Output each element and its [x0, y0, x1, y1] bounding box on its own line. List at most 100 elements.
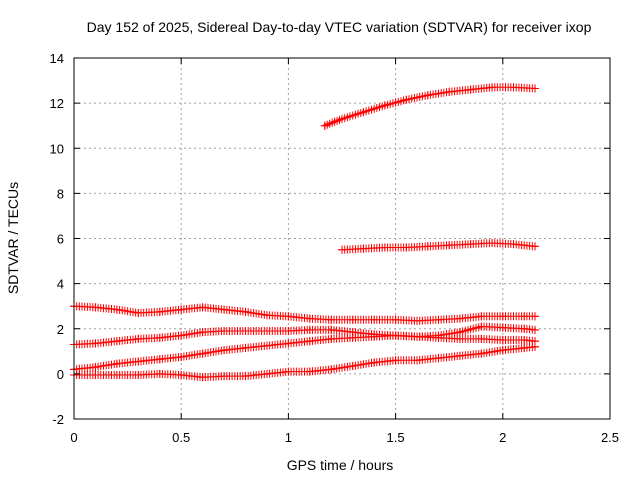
- axis-ticks: -2 0 2 4 6 8 10 12 14 0 0.5 1 1.5 2 2.5: [50, 51, 620, 445]
- data-point: [241, 372, 250, 381]
- x-tick-label: 1.5: [387, 430, 405, 445]
- data-point: [445, 241, 454, 250]
- data-point: [134, 357, 143, 366]
- data-point: [198, 303, 207, 312]
- data-point: [391, 356, 400, 365]
- data-point: [348, 333, 357, 342]
- data-point: [370, 332, 379, 341]
- data-point: [155, 307, 164, 316]
- data-point: [391, 331, 400, 340]
- data-point: [327, 365, 336, 374]
- data-point: [413, 316, 422, 325]
- data-point: [466, 85, 475, 94]
- data-point: [488, 239, 497, 248]
- data-point: [177, 305, 186, 314]
- data-markers: [70, 83, 539, 382]
- y-tick-label: 2: [57, 322, 64, 337]
- data-point: [498, 346, 507, 355]
- data-point: [112, 371, 121, 380]
- y-tick-label: 12: [50, 96, 64, 111]
- series-markers: [338, 239, 539, 254]
- data-point: [262, 327, 271, 336]
- data-point: [112, 305, 121, 314]
- data-point: [413, 332, 422, 341]
- data-point: [434, 354, 443, 363]
- data-point: [370, 315, 379, 324]
- y-tick-label: 4: [57, 277, 64, 292]
- y-tick-label: 10: [50, 141, 64, 156]
- data-point: [284, 312, 293, 321]
- y-tick-label: 8: [57, 186, 64, 201]
- data-point: [445, 87, 454, 96]
- data-point: [509, 240, 518, 249]
- data-point: [520, 343, 529, 352]
- data-point: [305, 337, 314, 346]
- x-axis-label: GPS time / hours: [287, 457, 394, 473]
- data-point: [434, 333, 443, 342]
- data-point: [391, 315, 400, 324]
- data-point: [220, 346, 229, 355]
- series-sat-d: [70, 322, 539, 349]
- data-point: [530, 242, 539, 251]
- data-point: [327, 325, 336, 334]
- data-point: [348, 315, 357, 324]
- data-point: [177, 371, 186, 380]
- data-point: [402, 243, 411, 252]
- data-point: [198, 373, 207, 382]
- series-markers: [70, 342, 539, 382]
- data-point: [477, 334, 486, 343]
- x-tick-label: 2: [499, 430, 506, 445]
- data-point: [262, 369, 271, 378]
- data-point: [509, 83, 518, 92]
- series-sat-a: [320, 83, 539, 130]
- data-point: [177, 352, 186, 361]
- data-point: [477, 322, 486, 331]
- data-point: [134, 334, 143, 343]
- data-point: [402, 95, 411, 104]
- data-point: [91, 363, 100, 372]
- data-point: [370, 358, 379, 367]
- data-point: [305, 314, 314, 323]
- data-point: [520, 312, 529, 321]
- data-point: [155, 333, 164, 342]
- series-markers: [70, 331, 539, 374]
- data-point: [134, 371, 143, 380]
- data-point: [305, 367, 314, 376]
- data-point: [423, 91, 432, 100]
- data-point: [359, 244, 368, 253]
- data-point: [530, 342, 539, 351]
- data-point: [530, 325, 539, 334]
- data-point: [413, 356, 422, 365]
- data-point: [380, 243, 389, 252]
- series-markers: [70, 302, 539, 325]
- data-point: [338, 114, 346, 123]
- data-point: [455, 334, 464, 343]
- data-point: [320, 121, 329, 130]
- chart-title: Day 152 of 2025, Sidereal Day-to-day VTE…: [87, 19, 592, 35]
- x-tick-label: 0.5: [172, 430, 190, 445]
- data-point: [91, 339, 100, 348]
- data-point: [359, 108, 368, 117]
- data-point: [155, 355, 164, 364]
- data-point: [198, 328, 207, 337]
- data-point: [134, 308, 143, 317]
- data-point: [220, 327, 229, 336]
- data-point: [241, 343, 250, 352]
- data-point: [423, 242, 432, 251]
- data-point: [327, 334, 336, 343]
- data-point: [498, 312, 507, 321]
- data-point: [455, 328, 464, 337]
- data-point: [91, 371, 100, 380]
- data-point: [327, 315, 336, 324]
- data-point: [477, 312, 486, 321]
- data-point: [155, 369, 164, 378]
- data-point: [455, 351, 464, 360]
- data-point: [284, 327, 293, 336]
- y-tick-label: 6: [57, 232, 64, 247]
- y-tick-label: 0: [57, 367, 64, 382]
- data-point: [338, 245, 346, 254]
- data-point: [112, 359, 121, 368]
- data-point: [498, 323, 507, 332]
- data-point: [241, 327, 250, 336]
